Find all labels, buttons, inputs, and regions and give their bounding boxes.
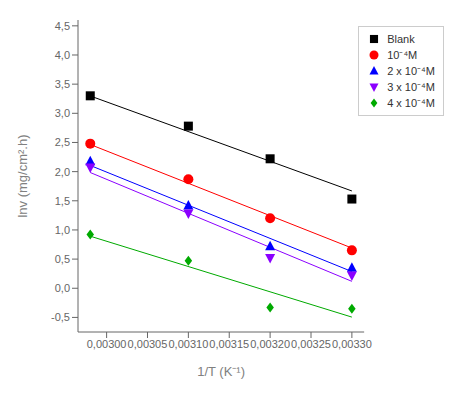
- html-text:Blank: Blank: [387, 33, 415, 45]
- svg-text:-0,5: -0,5: [51, 311, 70, 323]
- svg-text:0,00315: 0,00315: [209, 338, 249, 350]
- svg-text:1,0: 1,0: [55, 224, 70, 236]
- svg-text:lnv (mg/cm².h): lnv (mg/cm².h): [15, 134, 30, 217]
- svg-text:3,5: 3,5: [55, 78, 70, 90]
- svg-text:0,00320: 0,00320: [250, 338, 290, 350]
- svg-text:1/T (K⁻¹): 1/T (K⁻¹): [197, 364, 245, 379]
- svg-text:4,0: 4,0: [55, 49, 70, 61]
- html-text:4 x 10⁻⁴M: 4 x 10⁻⁴M: [387, 97, 435, 109]
- svg-text:3,0: 3,0: [55, 107, 70, 119]
- html-text:10⁻⁴M: 10⁻⁴M: [387, 49, 418, 61]
- svg-text:0,00330: 0,00330: [332, 338, 372, 350]
- svg-text:2,5: 2,5: [55, 136, 70, 148]
- svg-text:0,5: 0,5: [55, 253, 70, 265]
- svg-text:0,0: 0,0: [55, 282, 70, 294]
- html-text:3 x 10⁻⁴M: 3 x 10⁻⁴M: [387, 81, 435, 93]
- svg-text:1,5: 1,5: [55, 195, 70, 207]
- svg-text:4,5: 4,5: [55, 20, 70, 32]
- svg-text:2,0: 2,0: [55, 166, 70, 178]
- svg-text:0,00300: 0,00300: [87, 338, 127, 350]
- svg-text:0,00310: 0,00310: [168, 338, 208, 350]
- svg-text:0,00325: 0,00325: [291, 338, 331, 350]
- html-text:2 x 10⁻⁴M: 2 x 10⁻⁴M: [387, 65, 435, 77]
- svg-text:0,00305: 0,00305: [128, 338, 168, 350]
